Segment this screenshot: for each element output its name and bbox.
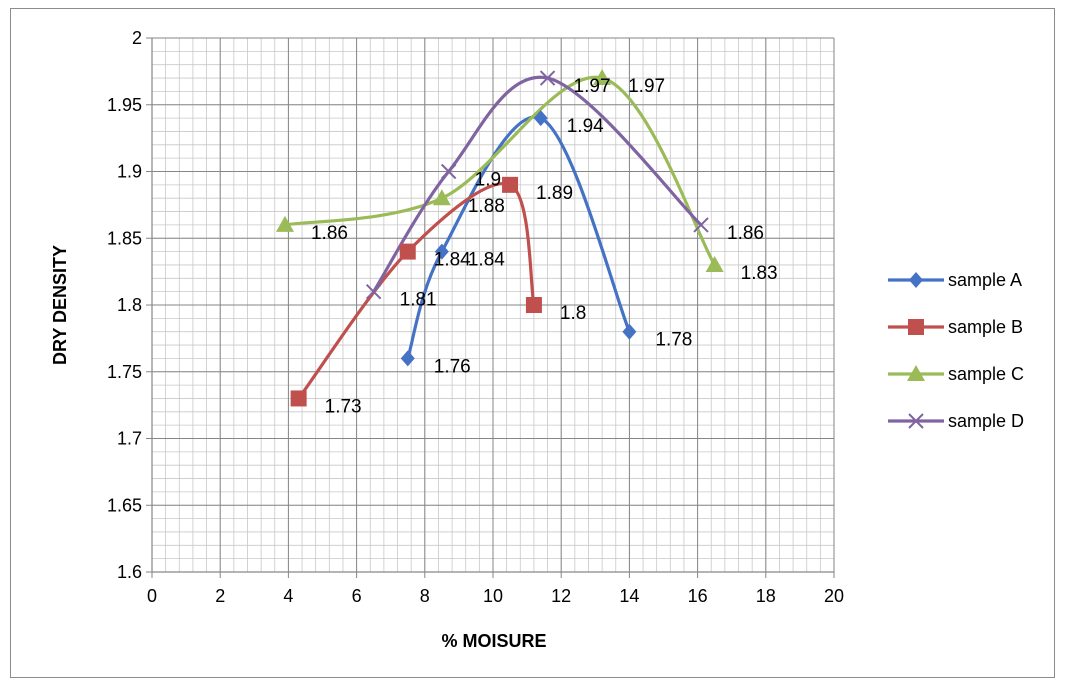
series-line-sample-D bbox=[372, 75, 703, 294]
data-point bbox=[365, 283, 382, 300]
series-lines bbox=[283, 75, 717, 401]
data-point bbox=[705, 255, 724, 272]
data-point bbox=[533, 110, 548, 127]
x-tick-label: 0 bbox=[147, 586, 157, 606]
y-tick-label: 1.8 bbox=[117, 295, 142, 315]
data-label: 1.94 bbox=[567, 116, 604, 137]
y-tick-label: 1.85 bbox=[107, 228, 142, 248]
data-point bbox=[525, 297, 542, 313]
y-tick-label: 1.65 bbox=[107, 495, 142, 515]
series-line-sample-C bbox=[283, 75, 717, 267]
data-label: 1.9 bbox=[475, 170, 501, 191]
legend-label: sample C bbox=[948, 364, 1024, 384]
chart-frame bbox=[10, 8, 1055, 678]
marker-stroke bbox=[539, 70, 556, 86]
data-point bbox=[290, 390, 307, 407]
marker-stroke bbox=[693, 217, 709, 233]
data-label: 1.84 bbox=[434, 250, 471, 271]
legend-label: sample B bbox=[948, 317, 1023, 337]
y-axis-title: DRY DENSITY bbox=[50, 245, 70, 365]
marker-stroke bbox=[908, 413, 924, 429]
data-label: 1.73 bbox=[325, 396, 362, 417]
marker-stroke bbox=[365, 283, 382, 300]
legend-label: sample D bbox=[948, 411, 1024, 431]
data-point bbox=[502, 176, 519, 193]
data-point bbox=[432, 189, 451, 206]
data-label: 1.89 bbox=[536, 183, 573, 204]
x-tick-label: 16 bbox=[688, 586, 708, 606]
data-label: 1.78 bbox=[655, 330, 692, 351]
data-label: 1.97 bbox=[628, 76, 665, 97]
y-tick-label: 1.9 bbox=[117, 162, 142, 182]
data-label: 1.88 bbox=[468, 196, 505, 217]
y-tick-label: 1.6 bbox=[117, 562, 142, 582]
legend-marker bbox=[908, 413, 924, 429]
x-tick-label: 2 bbox=[215, 586, 225, 606]
data-label: 1.97 bbox=[574, 76, 611, 97]
legend-item: sample C bbox=[888, 364, 1024, 384]
legend-label: sample A bbox=[948, 270, 1022, 290]
data-point bbox=[693, 217, 709, 233]
data-labels: 1.76 1.84 1.94 1.78 1.73 1.84 1.89 1.8 1.86 1.88 1… bbox=[311, 76, 778, 417]
marker-stroke bbox=[440, 163, 457, 180]
y-tick-label: 1.7 bbox=[117, 429, 142, 449]
x-tick-label: 12 bbox=[551, 586, 571, 606]
y-tick-label: 1.95 bbox=[107, 95, 142, 115]
legend-item: sample D bbox=[888, 411, 1024, 431]
data-point bbox=[440, 163, 457, 180]
data-point bbox=[434, 243, 449, 260]
legend-marker bbox=[907, 365, 925, 381]
series-line-sample-B bbox=[297, 182, 536, 401]
x-axis-title: % MOISURE bbox=[441, 631, 546, 651]
data-label: 1.86 bbox=[727, 223, 764, 244]
data-label: 1.76 bbox=[434, 356, 471, 377]
y-tick-label: 1.75 bbox=[107, 362, 142, 382]
x-tick-label: 10 bbox=[483, 586, 503, 606]
x-tick-labels: 0 2 4 6 8 10 12 14 16 18 20 bbox=[147, 586, 844, 606]
x-tick-label: 4 bbox=[283, 586, 293, 606]
x-tick-label: 14 bbox=[619, 586, 639, 606]
data-point bbox=[593, 69, 612, 86]
data-label: 1.83 bbox=[741, 263, 778, 284]
data-point bbox=[400, 350, 415, 367]
data-point bbox=[539, 70, 556, 86]
data-label: 1.86 bbox=[311, 223, 348, 244]
legend-marker bbox=[909, 272, 923, 288]
legend-marker bbox=[908, 319, 924, 335]
data-point bbox=[275, 215, 294, 232]
data-label: 1.81 bbox=[400, 290, 437, 311]
data-point bbox=[622, 323, 637, 340]
legend: sample A sample B sample C sample D bbox=[888, 270, 1024, 431]
data-label: 1.84 bbox=[468, 250, 505, 271]
major-gridlines bbox=[151, 37, 835, 573]
data-point bbox=[399, 243, 416, 260]
series-line-sample-A bbox=[406, 115, 631, 360]
x-tick-label: 18 bbox=[756, 586, 776, 606]
legend-item: sample A bbox=[888, 270, 1022, 290]
x-tick-label: 20 bbox=[824, 586, 844, 606]
x-tick-label: 8 bbox=[420, 586, 430, 606]
axes bbox=[146, 37, 835, 578]
legend-item: sample B bbox=[888, 317, 1023, 337]
series-markers bbox=[275, 69, 724, 407]
y-tick-labels: 1.6 1.65 1.7 1.75 1.8 1.85 1.9 1.95 2 bbox=[107, 28, 142, 582]
y-tick-label: 2 bbox=[132, 28, 142, 48]
x-tick-label: 6 bbox=[352, 586, 362, 606]
data-label: 1.8 bbox=[560, 303, 586, 324]
